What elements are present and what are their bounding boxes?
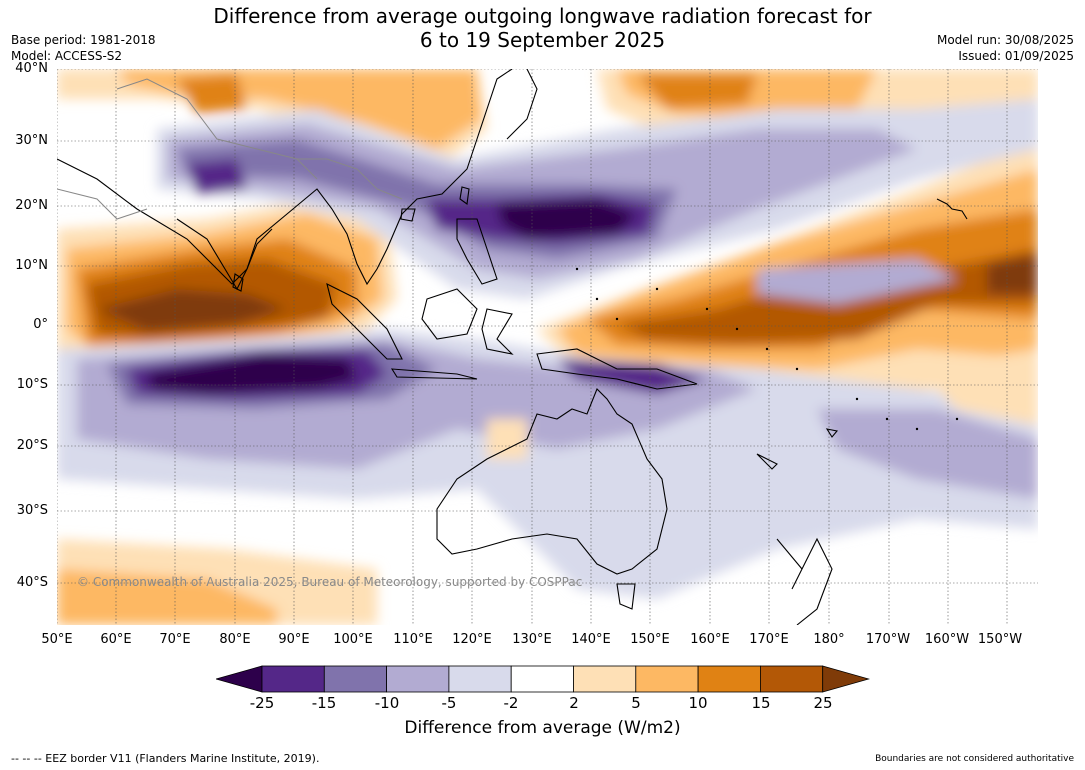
lon-label-140e: 140°E [571, 632, 611, 647]
title-line-2: 6 to 19 September 2025 [419, 28, 666, 52]
eez-border-note: -- -- -- EEZ border V11 (Flanders Marine… [11, 752, 320, 765]
colorbar-cell [697, 665, 761, 693]
country-borders [57, 78, 403, 220]
lat-label-40s: 40°S [16, 575, 48, 590]
colorbar-cell [573, 665, 637, 693]
new-guinea-coast [536, 348, 698, 390]
anomaly-map [57, 69, 1038, 625]
tasmania-coast [616, 583, 636, 610]
fiji-coast [825, 428, 839, 438]
coastlines [57, 69, 968, 625]
lon-label-50e: 50°E [41, 632, 73, 647]
lon-label-100e: 100°E [333, 632, 373, 647]
model-text: Model: ACCESS-S2 [11, 49, 123, 63]
issued-text: Issued: 01/09/2025 [958, 49, 1074, 63]
sumatra-coast [326, 282, 403, 360]
colorbar-tick: 15 [751, 694, 771, 712]
island-dots [575, 267, 959, 431]
new-caledonia-coast [756, 453, 778, 470]
anomaly-pos-pac-max [987, 254, 1038, 294]
gridlines [57, 69, 1038, 625]
colorbar-tick: 2 [569, 694, 579, 712]
australia-coast [436, 388, 668, 575]
anomaly-pos-south [57, 569, 277, 625]
borneo-coast [421, 288, 478, 340]
lon-label-160w: 160°W [924, 632, 970, 647]
lon-label-60e: 60°E [100, 632, 132, 647]
model-run-text: Model run: 30/08/2025 [936, 33, 1074, 47]
anomaly-pos-io-max [97, 289, 287, 331]
copyright-text: © Commonwealth of Australia 2025, Bureau… [77, 575, 583, 589]
india-coast [176, 218, 273, 291]
meta-right: Model run: 30/08/2025 Issued: 01/09/2025 [937, 32, 1074, 64]
anomaly-neg-india [187, 159, 247, 194]
colorbar-label: Difference from average (W/m2) [404, 718, 681, 738]
anomaly-neg-sio-max [147, 354, 357, 394]
lon-label-150e: 150°E [630, 632, 670, 647]
anomaly-pos-aus-nw [487, 419, 527, 459]
colorbar-cell [323, 665, 388, 693]
lat-label-10s: 10°S [16, 377, 48, 392]
colorbar [216, 665, 870, 693]
colorbar-tick: -15 [311, 694, 337, 712]
lon-label-110e: 110°E [393, 632, 433, 647]
colorbar-cell [261, 665, 325, 693]
colorbar-tick: 5 [631, 694, 641, 712]
java-coast [390, 368, 478, 380]
lon-label-160e: 160°E [690, 632, 730, 647]
hawaii-coast [936, 198, 968, 220]
sulawesi-coast [481, 308, 514, 355]
lat-label-20n: 20°N [15, 198, 48, 213]
colorbar-tick: 10 [688, 694, 708, 712]
lon-label-90e: 90°E [278, 632, 310, 647]
lon-label-70e: 70°E [159, 632, 191, 647]
new-zealand-coast [776, 537, 833, 625]
lon-label-130e: 130°E [512, 632, 552, 647]
asia-coast [57, 69, 513, 286]
lon-label-180: 180° [813, 632, 845, 647]
anomaly-pos-tibet [177, 74, 247, 114]
philippines-coast [456, 218, 498, 285]
lat-label-10n: 10°N [15, 258, 48, 273]
lat-label-0: 0° [33, 317, 48, 332]
colorbar-tick: -5 [441, 694, 457, 712]
lat-label-30s: 30°S [16, 503, 48, 518]
anomaly-pos-se-light [917, 349, 1038, 425]
title-line-1: Difference from average outgoing longwav… [213, 4, 872, 28]
lat-label-20s: 20°S [16, 438, 48, 453]
lat-label-40n: 40°N [15, 61, 48, 76]
colorbar-tick: 25 [813, 694, 833, 712]
lon-label-170w: 170°W [865, 632, 911, 647]
taiwan-coast [459, 186, 470, 205]
colorbar-cell [760, 665, 824, 693]
lon-label-120e: 120°E [452, 632, 492, 647]
anomaly-neg-pac-south [817, 409, 1038, 499]
colorbar-tick: -10 [374, 694, 400, 712]
anomaly-map-svg [57, 69, 1038, 625]
lon-label-150w: 150°W [977, 632, 1023, 647]
colorbar-tick: -25 [249, 694, 275, 712]
boundaries-disclaimer: Boundaries are not considered authoritat… [875, 754, 1074, 764]
colorbar-cell [448, 665, 512, 693]
meta-left: Base period: 1981-2018 Model: ACCESS-S2 [11, 32, 156, 64]
japan-coast [506, 69, 538, 140]
lat-label-30n: 30°N [15, 133, 48, 148]
lon-label-80e: 80°E [219, 632, 251, 647]
map-title: Difference from average outgoing longwav… [0, 4, 1085, 52]
colorbar-extend-low [216, 665, 263, 693]
lon-label-170e: 170°E [749, 632, 789, 647]
colorbar-cell [635, 665, 699, 693]
hainan-coast [400, 208, 416, 222]
colorbar-tick: -2 [503, 694, 519, 712]
base-period-text: Base period: 1981-2018 [11, 33, 156, 47]
colorbar-extend-high [822, 665, 870, 693]
anomaly-neg-pac-eq [757, 259, 957, 304]
colorbar-cell [510, 665, 574, 693]
anomaly-field [57, 69, 1038, 625]
colorbar-cell [386, 665, 450, 693]
anomaly-pos-ne-strong [637, 74, 757, 109]
